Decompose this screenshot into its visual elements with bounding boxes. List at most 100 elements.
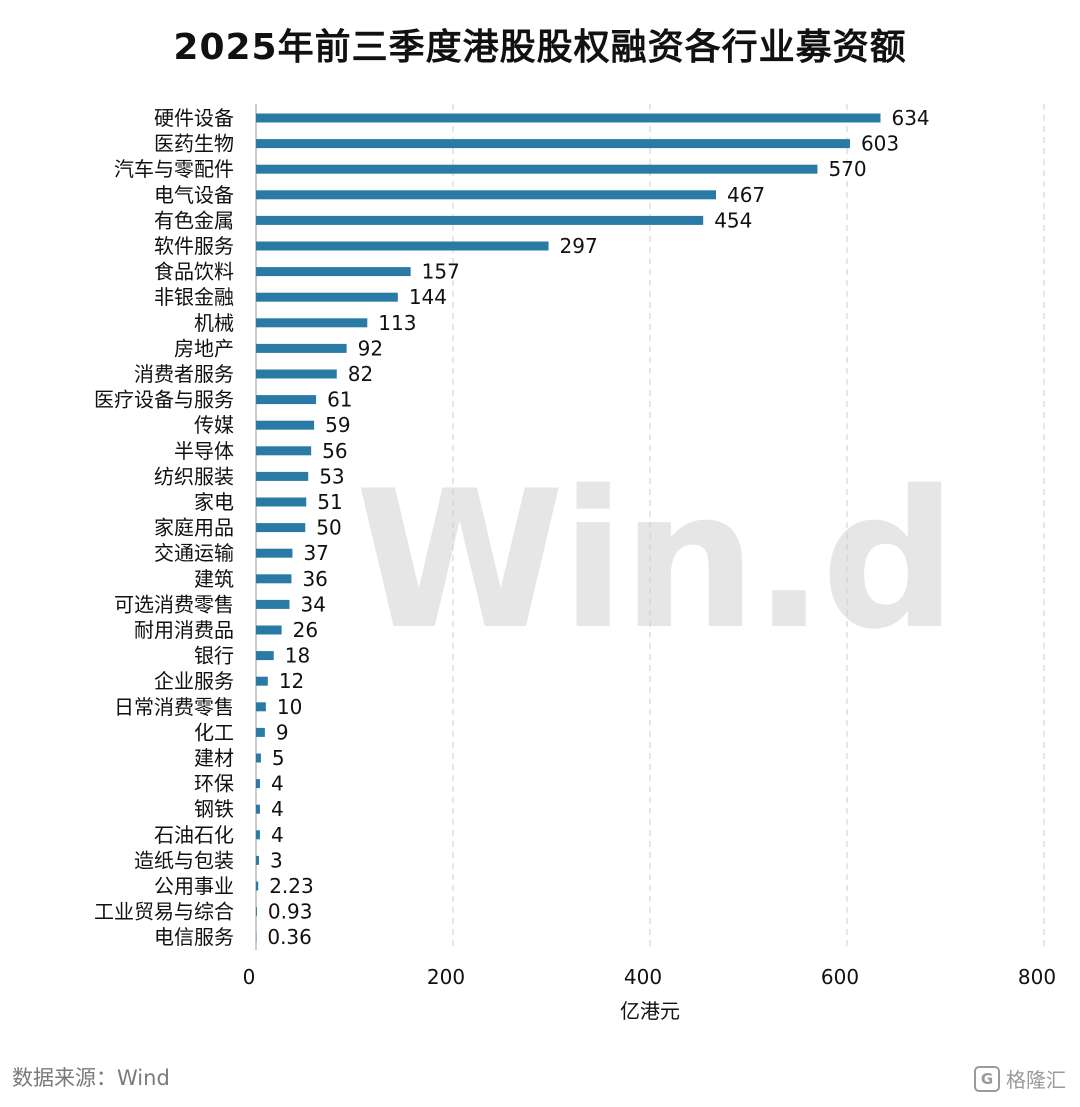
value-label: 0.36 <box>267 925 312 949</box>
category-label: 传媒 <box>194 413 234 437</box>
brand-icon: G <box>974 1065 1000 1092</box>
bar <box>256 651 274 661</box>
bar <box>256 932 257 942</box>
bar <box>256 804 260 814</box>
value-label: 570 <box>828 157 866 181</box>
chart-title: 2025年前三季度港股股权融资各行业募资额 <box>173 27 907 68</box>
value-label: 2.23 <box>269 874 314 898</box>
bar <box>256 830 260 840</box>
bar <box>256 779 260 789</box>
value-label: 56 <box>322 439 347 463</box>
category-label: 可选消费零售 <box>114 592 234 616</box>
category-label: 造纸与包装 <box>134 848 234 872</box>
bar <box>256 113 881 123</box>
x-tick-label: 0 <box>243 965 256 989</box>
category-label: 石油石化 <box>154 823 234 847</box>
x-tick-label: 600 <box>821 965 859 989</box>
bar <box>256 139 850 149</box>
value-label: 50 <box>316 516 341 540</box>
bar <box>256 523 306 533</box>
category-label: 有色金属 <box>154 208 234 232</box>
bar <box>256 599 290 609</box>
category-label: 家庭用品 <box>154 516 234 540</box>
value-label: 92 <box>358 336 383 360</box>
value-label: 59 <box>325 413 350 437</box>
category-label: 机械 <box>194 311 234 335</box>
category-label: 电气设备 <box>154 183 234 207</box>
bar <box>256 727 265 737</box>
category-label: 非银金融 <box>154 285 234 309</box>
category-label: 软件服务 <box>154 234 234 258</box>
bar <box>256 855 259 865</box>
category-label: 钢铁 <box>194 797 234 821</box>
bar <box>256 881 259 891</box>
bar <box>256 497 307 507</box>
category-label: 工业贸易与综合 <box>94 900 234 924</box>
bar <box>256 676 268 686</box>
value-label: 9 <box>276 720 289 744</box>
bar <box>256 241 549 251</box>
category-label: 半导体 <box>174 439 234 463</box>
value-label: 144 <box>409 285 447 309</box>
x-axis-title: 亿港元 <box>620 999 680 1023</box>
category-label: 电信服务 <box>154 925 234 949</box>
value-label: 4 <box>271 823 284 847</box>
bar <box>256 471 309 481</box>
value-label: 297 <box>560 234 598 258</box>
value-label: 26 <box>293 618 318 642</box>
bar <box>256 625 282 635</box>
bar <box>256 702 266 712</box>
brand-text: 格隆汇 <box>1006 1068 1066 1092</box>
category-label: 日常消费零售 <box>114 695 234 719</box>
value-label: 634 <box>891 106 929 130</box>
bar <box>256 318 368 328</box>
category-label: 银行 <box>194 644 234 668</box>
value-label: 12 <box>279 669 304 693</box>
value-label: 53 <box>319 464 344 488</box>
bar <box>256 574 292 584</box>
value-label: 61 <box>327 388 352 412</box>
category-label: 环保 <box>194 772 234 796</box>
category-label: 消费者服务 <box>134 362 234 386</box>
value-label: 157 <box>422 260 460 284</box>
value-label: 10 <box>277 695 302 719</box>
category-label: 建材 <box>194 746 234 770</box>
category-label: 汽车与零配件 <box>114 157 234 181</box>
value-label: 4 <box>271 772 284 796</box>
value-label: 4 <box>271 797 284 821</box>
category-label: 化工 <box>194 720 234 744</box>
bar <box>256 164 818 174</box>
category-label: 纺织服装 <box>154 464 234 488</box>
bar <box>256 907 257 917</box>
bar <box>256 420 315 430</box>
category-label: 耐用消费品 <box>134 618 234 642</box>
bar <box>256 267 411 277</box>
category-label: 医药生物 <box>154 132 234 156</box>
value-label: 113 <box>378 311 416 335</box>
category-label: 硬件设备 <box>154 106 234 130</box>
x-tick-label: 400 <box>624 965 662 989</box>
value-label: 603 <box>861 132 899 156</box>
value-label: 37 <box>303 541 328 565</box>
brand-logo: G 格隆汇 <box>974 1064 1066 1093</box>
value-label: 34 <box>300 592 325 616</box>
category-label: 医疗设备与服务 <box>94 388 234 412</box>
bar <box>256 395 317 405</box>
value-label: 0.93 <box>268 900 313 924</box>
bar <box>256 753 261 763</box>
bar <box>256 446 312 456</box>
x-tick-label: 800 <box>1018 965 1056 989</box>
data-source: 数据来源：Wind <box>12 1066 170 1090</box>
value-label: 82 <box>348 362 373 386</box>
category-label: 企业服务 <box>154 669 234 693</box>
value-label: 3 <box>270 848 283 872</box>
value-label: 36 <box>302 567 327 591</box>
value-label: 5 <box>272 746 285 770</box>
category-label: 建筑 <box>194 567 234 591</box>
value-label: 18 <box>285 644 310 668</box>
value-label: 454 <box>714 208 752 232</box>
value-label: 467 <box>727 183 765 207</box>
bar <box>256 215 704 225</box>
category-label: 食品饮料 <box>154 260 234 284</box>
